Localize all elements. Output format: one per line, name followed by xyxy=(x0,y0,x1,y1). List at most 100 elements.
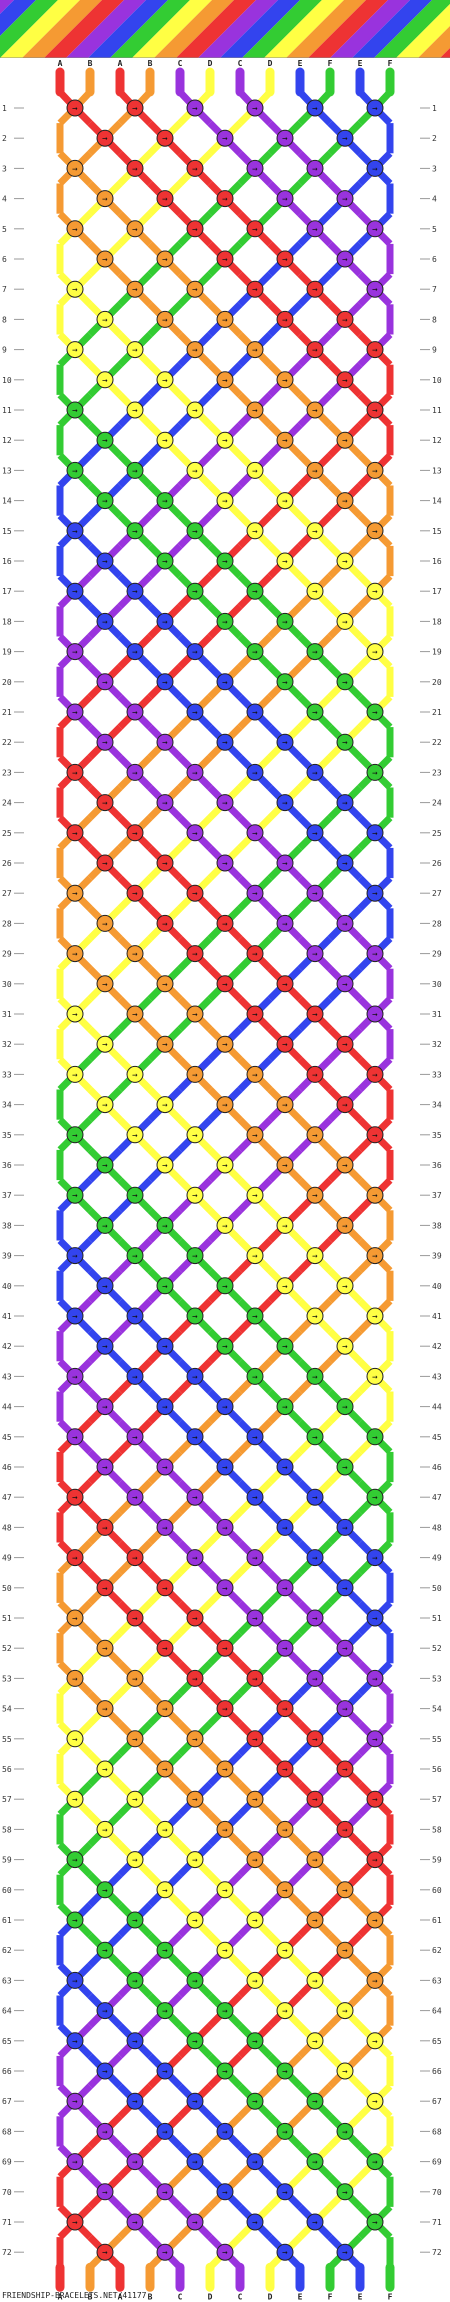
knot xyxy=(66,884,84,902)
knot-direction-icon: → xyxy=(342,376,348,386)
knot xyxy=(186,824,204,842)
knot-direction-icon: → xyxy=(102,2067,108,2077)
knot xyxy=(336,492,354,510)
knot xyxy=(186,1307,204,1325)
knot-direction-icon: → xyxy=(132,2037,138,2047)
knot-direction-icon: → xyxy=(132,889,138,899)
knot xyxy=(186,1790,204,1808)
knot xyxy=(216,1398,234,1416)
preview-stripe xyxy=(308,0,388,58)
row-number-right: 55 xyxy=(432,1735,442,1744)
knot xyxy=(276,1337,294,1355)
knot xyxy=(366,1730,384,1748)
knot-direction-icon: → xyxy=(162,919,168,929)
row-number-right: 35 xyxy=(432,1131,442,1140)
knot xyxy=(216,733,234,751)
row-number-right: 17 xyxy=(432,587,442,596)
knot-direction-icon: → xyxy=(102,1342,108,1352)
knot xyxy=(366,1428,384,1446)
knot-direction-icon: → xyxy=(162,1101,168,1111)
knot-direction-icon: → xyxy=(372,1735,378,1745)
knot xyxy=(186,1005,204,1023)
knot-direction-icon: → xyxy=(372,2037,378,2047)
knot-direction-icon: → xyxy=(72,1674,78,1684)
knot-direction-icon: → xyxy=(252,225,258,235)
knot-direction-icon: → xyxy=(342,557,348,567)
preview-stripe xyxy=(242,0,322,58)
knot-direction-icon: → xyxy=(342,1282,348,1292)
knot-direction-icon: → xyxy=(372,1614,378,1624)
knot-direction-icon: → xyxy=(282,1101,288,1111)
knot-direction-icon: → xyxy=(192,1735,198,1745)
knot xyxy=(126,1609,144,1627)
knot-direction-icon: → xyxy=(192,527,198,537)
knot xyxy=(96,2183,114,2201)
knot-direction-icon: → xyxy=(162,497,168,507)
knot-direction-icon: → xyxy=(102,255,108,265)
knot-direction-icon: → xyxy=(312,950,318,960)
knot-direction-icon: → xyxy=(372,1131,378,1141)
knot xyxy=(156,190,174,208)
knot-direction-icon: → xyxy=(312,1191,318,1201)
knot-direction-icon: → xyxy=(342,497,348,507)
knot-direction-icon: → xyxy=(282,1523,288,1533)
knot-direction-icon: → xyxy=(282,2007,288,2017)
row-number-left: 30 xyxy=(2,980,12,989)
row-number-left: 34 xyxy=(2,1101,12,1110)
row-number-right: 53 xyxy=(432,1674,442,1683)
knot-direction-icon: → xyxy=(72,1795,78,1805)
knot-direction-icon: → xyxy=(252,2158,258,2168)
knot xyxy=(246,1307,264,1325)
knot xyxy=(246,1367,264,1385)
row-number-left: 33 xyxy=(2,1070,12,1079)
knot-direction-icon: → xyxy=(132,1554,138,1564)
knot-direction-icon: → xyxy=(102,1705,108,1715)
knot-direction-icon: → xyxy=(192,1976,198,1986)
row-number-right: 15 xyxy=(432,527,442,536)
knot-direction-icon: → xyxy=(72,1010,78,1020)
row-number-right: 7 xyxy=(432,285,437,294)
knot-direction-icon: → xyxy=(132,708,138,718)
knot-direction-icon: → xyxy=(312,1010,318,1020)
knot xyxy=(216,129,234,147)
row-number-right: 29 xyxy=(432,950,442,959)
knot xyxy=(66,1488,84,1506)
knot-direction-icon: → xyxy=(372,1433,378,1443)
row-number-right: 9 xyxy=(432,346,437,355)
knot-direction-icon: → xyxy=(342,738,348,748)
knot-direction-icon: → xyxy=(342,1040,348,1050)
knot-direction-icon: → xyxy=(162,1161,168,1171)
knot-direction-icon: → xyxy=(222,1644,228,1654)
row-number-left: 42 xyxy=(2,1342,12,1351)
knot-direction-icon: → xyxy=(342,1946,348,1956)
knot xyxy=(126,1126,144,1144)
knot-direction-icon: → xyxy=(222,1221,228,1231)
knot-direction-icon: → xyxy=(372,1674,378,1684)
knot xyxy=(366,1911,384,1929)
row-number-right: 6 xyxy=(432,255,437,264)
knot xyxy=(246,280,264,298)
knot-direction-icon: → xyxy=(312,768,318,778)
knot-direction-icon: → xyxy=(372,2158,378,2168)
knot-direction-icon: → xyxy=(372,2097,378,2107)
knot xyxy=(66,461,84,479)
knot-direction-icon: → xyxy=(282,1221,288,1231)
knot xyxy=(336,431,354,449)
knot-direction-icon: → xyxy=(192,768,198,778)
knot xyxy=(126,703,144,721)
knot xyxy=(246,461,264,479)
row-number-right: 28 xyxy=(432,919,442,928)
knot-direction-icon: → xyxy=(372,1554,378,1564)
knot-direction-icon: → xyxy=(72,1493,78,1503)
knot xyxy=(306,1730,324,1748)
knot-direction-icon: → xyxy=(102,2188,108,2198)
row-number-left: 10 xyxy=(2,376,12,385)
row-number-left: 21 xyxy=(2,708,12,717)
preview-stripe xyxy=(154,0,234,58)
knot-direction-icon: → xyxy=(222,2067,228,2077)
knot xyxy=(96,310,114,328)
knot-direction-icon: → xyxy=(252,587,258,597)
knot-direction-icon: → xyxy=(162,436,168,446)
knot xyxy=(126,2153,144,2171)
knot-direction-icon: → xyxy=(252,1795,258,1805)
